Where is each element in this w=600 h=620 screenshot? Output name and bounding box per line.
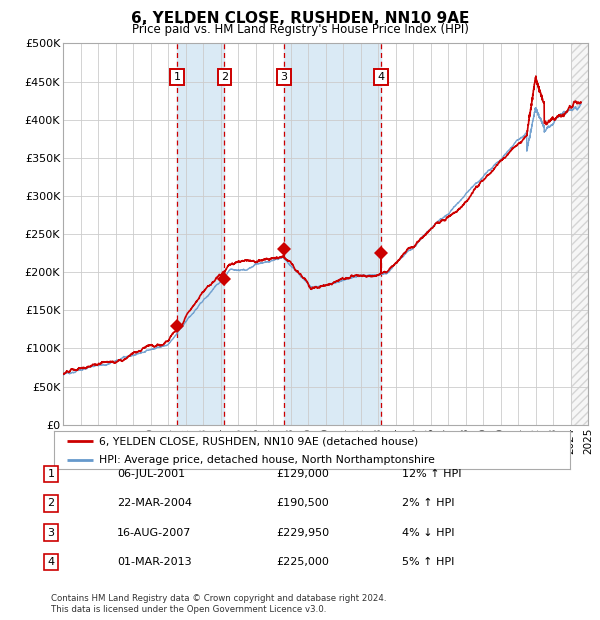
Text: 01-MAR-2013: 01-MAR-2013 — [117, 557, 191, 567]
Text: £190,500: £190,500 — [276, 498, 329, 508]
Text: 3: 3 — [47, 528, 55, 538]
Text: 6, YELDEN CLOSE, RUSHDEN, NN10 9AE: 6, YELDEN CLOSE, RUSHDEN, NN10 9AE — [131, 11, 469, 26]
Text: 5% ↑ HPI: 5% ↑ HPI — [402, 557, 454, 567]
Text: HPI: Average price, detached house, North Northamptonshire: HPI: Average price, detached house, Nort… — [100, 454, 435, 465]
Bar — [284, 43, 381, 425]
Text: 6, YELDEN CLOSE, RUSHDEN, NN10 9AE (detached house): 6, YELDEN CLOSE, RUSHDEN, NN10 9AE (deta… — [100, 436, 419, 446]
Text: 2% ↑ HPI: 2% ↑ HPI — [402, 498, 455, 508]
Text: 4% ↓ HPI: 4% ↓ HPI — [402, 528, 455, 538]
Text: 22-MAR-2004: 22-MAR-2004 — [117, 498, 192, 508]
Text: 1: 1 — [173, 72, 181, 82]
Text: 4: 4 — [47, 557, 55, 567]
Text: £129,000: £129,000 — [276, 469, 329, 479]
Text: 2: 2 — [221, 72, 228, 82]
Text: 1: 1 — [47, 469, 55, 479]
Text: Price paid vs. HM Land Registry's House Price Index (HPI): Price paid vs. HM Land Registry's House … — [131, 23, 469, 36]
Text: 06-JUL-2001: 06-JUL-2001 — [117, 469, 185, 479]
Bar — [177, 43, 224, 425]
Text: 3: 3 — [281, 72, 287, 82]
Bar — [571, 43, 588, 425]
Text: 12% ↑ HPI: 12% ↑ HPI — [402, 469, 461, 479]
Text: Contains HM Land Registry data © Crown copyright and database right 2024.
This d: Contains HM Land Registry data © Crown c… — [51, 595, 386, 614]
Text: 16-AUG-2007: 16-AUG-2007 — [117, 528, 191, 538]
Bar — [571, 43, 588, 425]
Text: 4: 4 — [377, 72, 385, 82]
Text: £229,950: £229,950 — [276, 528, 329, 538]
Text: 2: 2 — [47, 498, 55, 508]
Text: £225,000: £225,000 — [276, 557, 329, 567]
